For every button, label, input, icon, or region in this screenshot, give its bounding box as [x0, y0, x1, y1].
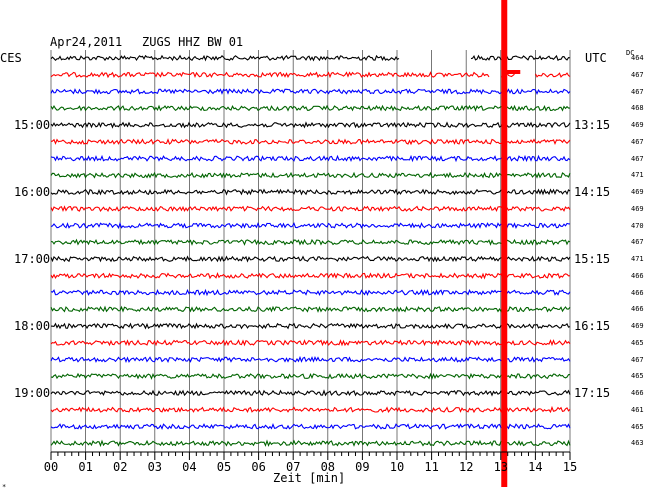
- dc-offset-value: 471: [631, 255, 644, 263]
- chart-station: ZUGS HHZ BW 01: [142, 35, 244, 49]
- left-time-label: 16:00: [14, 185, 51, 199]
- trace-line: [50, 339, 571, 347]
- dc-offset-value: 465: [631, 372, 644, 381]
- trace-line: [50, 70, 571, 79]
- x-axis-label: Zeit [min]: [273, 471, 346, 485]
- trace-line: [50, 305, 571, 313]
- x-axis: 00 01 02 03 04 05 06 07 08 09 10 11 12 13 14 15: [44, 451, 577, 474]
- x-tick-label: 00: [44, 460, 58, 474]
- right-timezone-label: UTC: [585, 51, 607, 65]
- trace-line: [50, 121, 571, 129]
- dc-offset-value: 469: [631, 204, 644, 213]
- x-tick-label: 13: [494, 460, 508, 474]
- dc-offset-value: 467: [631, 355, 644, 364]
- right-time-label: 15:15: [574, 252, 611, 266]
- dc-offset-value: 467: [631, 87, 644, 96]
- minute-gridlines: [50, 50, 571, 452]
- right-time-label: 16:15: [574, 319, 611, 333]
- event-band: [501, 0, 508, 487]
- dc-offset-value: 466: [631, 271, 644, 280]
- x-tick-label: 06: [251, 460, 265, 474]
- trace-line: [50, 439, 571, 448]
- chart-date: Apr24,2011: [50, 35, 123, 49]
- seismic-traces: [50, 54, 571, 448]
- dc-offset-value: 467: [631, 137, 644, 146]
- dc-offset-value: 465: [631, 422, 644, 431]
- right-time-label: 17:15: [574, 386, 611, 400]
- trace-line: [50, 405, 571, 414]
- trace-line: [50, 271, 571, 280]
- dc-offset-value: 470: [631, 221, 644, 230]
- left-time-label: 17:00: [14, 252, 51, 266]
- x-tick-label: 15: [563, 460, 577, 474]
- dc-offset-value: 467: [631, 154, 644, 163]
- trace-line: [50, 171, 571, 179]
- trace-line: [50, 372, 571, 380]
- trace-line: [50, 154, 571, 163]
- footer-mark: *: [2, 483, 7, 491]
- trace-line: [50, 104, 571, 112]
- x-tick-label: 02: [113, 460, 127, 474]
- x-tick-label: 09: [355, 460, 369, 474]
- event-marker: [501, 0, 521, 487]
- trace-line: [50, 188, 571, 196]
- dc-offset-value: 467: [631, 238, 644, 247]
- x-tick-label: 04: [182, 460, 196, 474]
- left-time-label: 19:00: [14, 386, 51, 400]
- dc-offset-value: 467: [631, 70, 644, 79]
- dc-offset-value: 469: [631, 322, 644, 330]
- dc-offset-value: 461: [631, 405, 644, 414]
- dc-offset-value: 465: [631, 338, 644, 347]
- x-tick-label: 05: [217, 460, 231, 474]
- trace-line: [50, 54, 571, 62]
- x-tick-label: 12: [459, 460, 473, 474]
- dc-offset-value: 471: [631, 171, 644, 180]
- x-tick-label: 03: [148, 460, 162, 474]
- left-timezone-label: CES: [0, 51, 22, 65]
- trace-line: [50, 288, 571, 297]
- x-tick-label: 10: [390, 460, 404, 474]
- right-time-label: 13:15: [574, 118, 611, 132]
- x-tick-label: 07: [286, 460, 300, 474]
- trace-line: [50, 389, 571, 397]
- dc-offset-value: 466: [631, 288, 644, 297]
- x-tick-label: 11: [424, 460, 438, 474]
- left-time-label: 15:00: [14, 118, 51, 132]
- x-tick-label: 08: [321, 460, 335, 474]
- dc-offset-value: 464: [631, 54, 644, 62]
- trace-line: [50, 221, 571, 230]
- trace-line: [50, 88, 571, 96]
- dc-offset-value: 466: [631, 389, 644, 397]
- dc-offset-value: 468: [631, 104, 644, 113]
- dc-offset-value: 466: [631, 305, 644, 314]
- trace-line: [50, 423, 571, 431]
- dc-offset-value: 469: [631, 121, 644, 129]
- event-spike: [504, 70, 521, 74]
- right-time-label: 14:15: [574, 185, 611, 199]
- trace-line: [50, 355, 571, 364]
- dc-offset-value: 469: [631, 188, 644, 196]
- x-tick-label: 14: [528, 460, 542, 474]
- trace-line: [50, 322, 571, 330]
- trace-line: [50, 238, 571, 246]
- trace-line: [50, 138, 571, 146]
- dc-offset-value: 463: [631, 439, 644, 448]
- trace-line: [50, 255, 571, 263]
- x-tick-label: 01: [78, 460, 92, 474]
- trace-line: [50, 205, 571, 213]
- left-time-label: 18:00: [14, 319, 51, 333]
- dc-header: DC: [626, 49, 635, 57]
